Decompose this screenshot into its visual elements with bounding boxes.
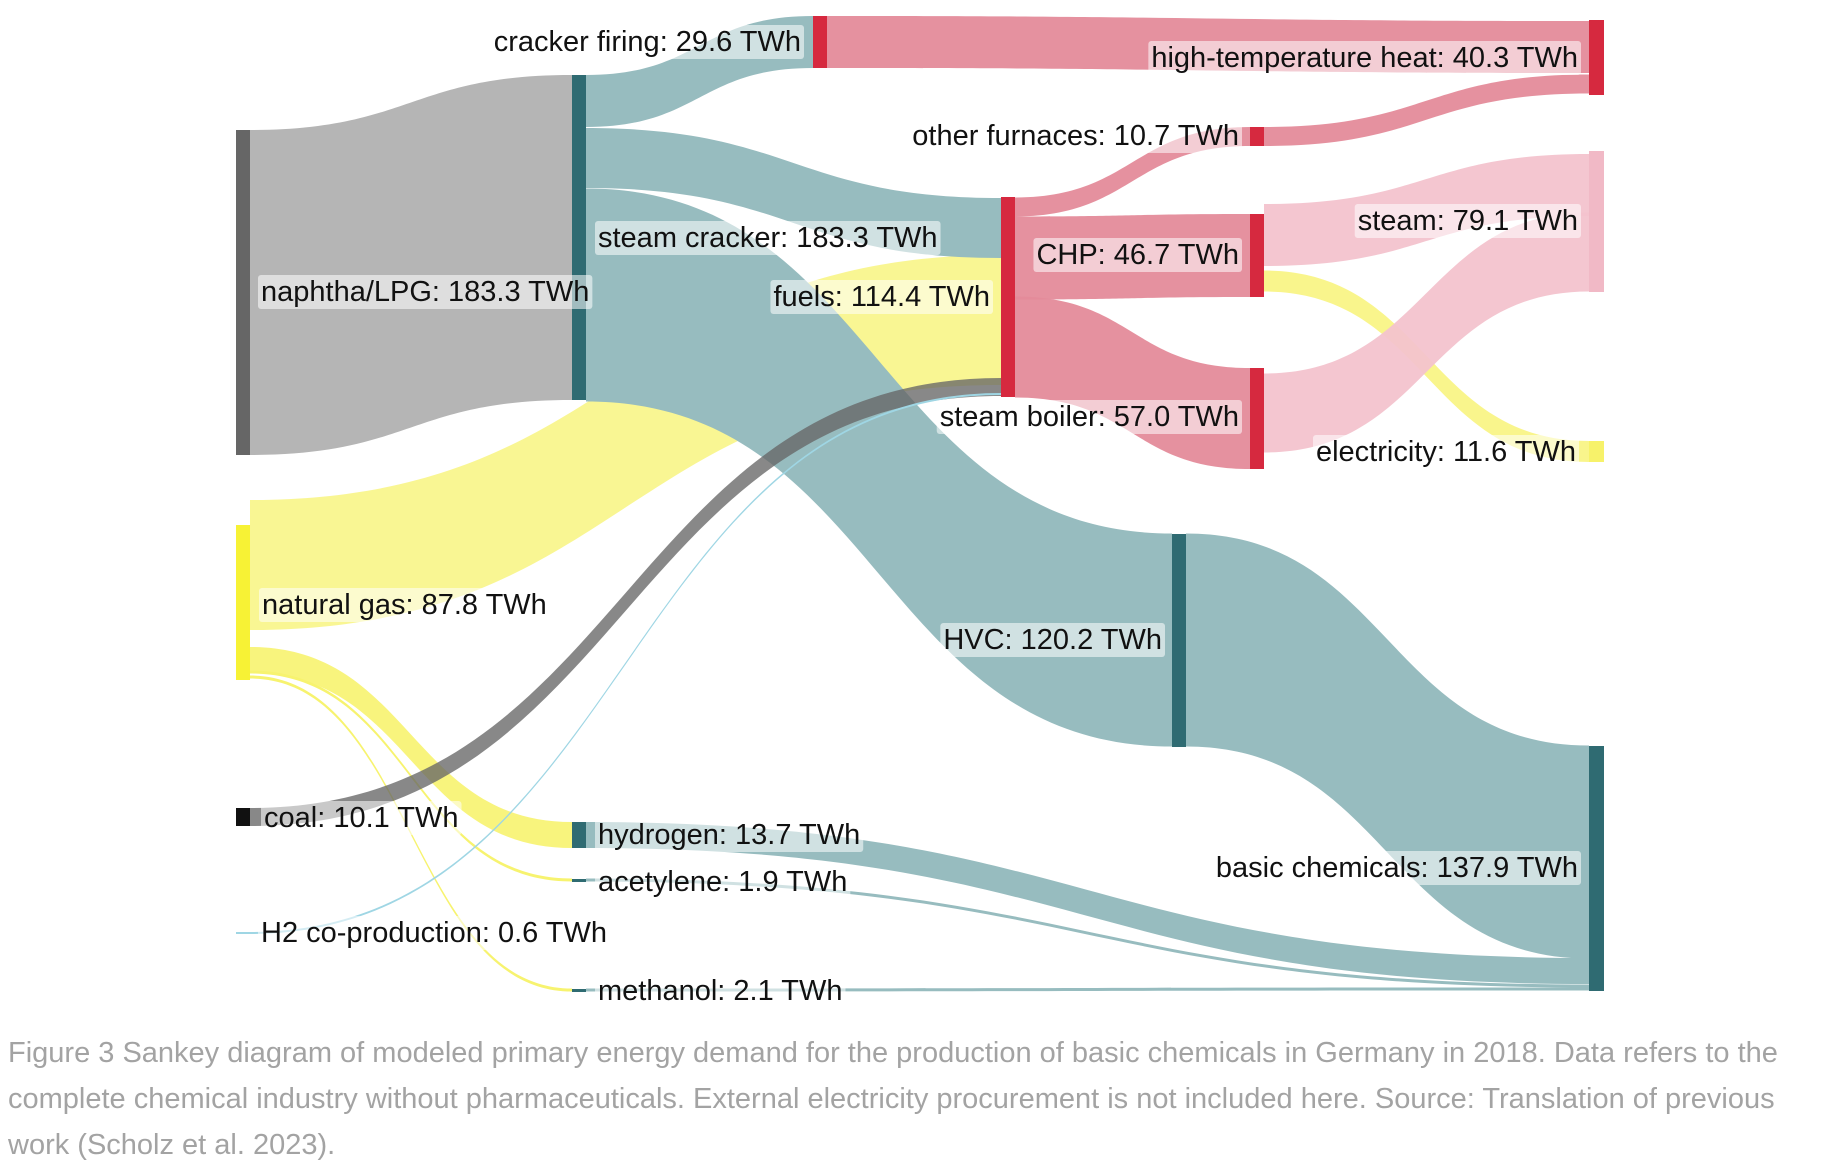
node-label-high-temp-heat: high-temperature heat: 40.3 TWh xyxy=(1151,42,1578,74)
label-background xyxy=(490,25,804,59)
node-other-furnaces xyxy=(1250,127,1264,146)
node-steam-boiler xyxy=(1250,368,1264,469)
label-background xyxy=(258,275,593,309)
node-natural-gas xyxy=(236,525,250,680)
node-hvc xyxy=(1172,534,1186,747)
node-label-other-furnaces: other furnaces: 10.7 TWh xyxy=(912,120,1239,152)
node-label-coal: coal: 10.1 TWh xyxy=(264,802,459,834)
label-background xyxy=(1212,851,1581,885)
label-steam-cracker: steam cracker: 183.3 TWh xyxy=(595,221,941,255)
node-label-basic-chemicals: basic chemicals: 137.9 TWh xyxy=(1216,852,1578,884)
label-hvc: HVC: 120.2 TWh xyxy=(940,623,1165,657)
label-background xyxy=(595,865,851,899)
label-background xyxy=(909,119,1242,153)
label-background xyxy=(1033,238,1242,272)
label-acetylene: acetylene: 1.9 TWh xyxy=(595,865,851,899)
node-cracker-firing xyxy=(813,16,827,68)
link-h2-coprod-to-fuels xyxy=(250,393,1001,934)
label-background xyxy=(259,588,550,622)
node-naphtha xyxy=(236,130,250,455)
node-label-steam: steam: 79.1 TWh xyxy=(1358,205,1578,237)
node-acetylene xyxy=(572,879,586,882)
sankey-nodes xyxy=(236,16,1604,992)
node-steam xyxy=(1589,151,1604,292)
label-steam-boiler: steam boiler: 57.0 TWh xyxy=(936,400,1242,434)
label-background xyxy=(595,818,864,852)
link-hvc-to-basic-chemicals xyxy=(1186,533,1589,959)
node-label-acetylene: acetylene: 1.9 TWh xyxy=(598,866,847,898)
label-methanol: methanol: 2.1 TWh xyxy=(595,974,846,1008)
label-background xyxy=(940,623,1165,657)
label-electricity: electricity: 11.6 TWh xyxy=(1312,435,1579,469)
link-coal-to-fuels xyxy=(250,378,1001,826)
figure-caption: Figure 3 Sankey diagram of modeled prima… xyxy=(8,1037,1778,1161)
label-naphtha: naphtha/LPG: 183.3 TWh xyxy=(258,275,593,309)
link-naphtha-to-steam-cracker xyxy=(250,75,572,455)
node-high-temp-heat xyxy=(1589,20,1604,95)
label-background xyxy=(595,974,846,1008)
label-chp: CHP: 46.7 TWh xyxy=(1033,238,1242,272)
node-label-steam-cracker: steam cracker: 183.3 TWh xyxy=(598,222,938,254)
node-label-chp: CHP: 46.7 TWh xyxy=(1036,239,1239,271)
link-steam-boiler-to-steam xyxy=(1264,212,1589,453)
label-background xyxy=(936,400,1242,434)
node-label-electricity: electricity: 11.6 TWh xyxy=(1316,436,1576,468)
link-natural-gas-to-hydrogen xyxy=(250,647,572,848)
node-basic-chemicals xyxy=(1589,746,1604,991)
node-fuels xyxy=(1001,197,1015,397)
label-fuels: fuels: 114.4 TWh xyxy=(770,280,993,314)
link-steam-cracker-to-hvc xyxy=(586,188,1172,747)
label-background xyxy=(261,801,462,835)
link-fuels-to-steam-boiler xyxy=(1015,296,1250,469)
label-natural-gas: natural gas: 87.8 TWh xyxy=(259,588,550,622)
label-background xyxy=(770,280,993,314)
node-methanol xyxy=(572,989,586,992)
label-coal: coal: 10.1 TWh xyxy=(261,801,462,835)
label-background xyxy=(1148,41,1581,75)
node-coal xyxy=(236,808,250,826)
label-h2-coprod: H2 co-production: 0.6 TWh xyxy=(258,916,611,950)
node-label-h2-coprod: H2 co-production: 0.6 TWh xyxy=(261,917,607,949)
node-label-natural-gas: natural gas: 87.8 TWh xyxy=(262,589,547,621)
label-background xyxy=(595,221,941,255)
label-background xyxy=(1312,435,1579,469)
sankey-labels: naphtha/LPG: 183.3 TWh natural gas: 87.8 … xyxy=(258,25,1581,1008)
link-hydrogen-to-basic-chemicals xyxy=(586,822,1589,984)
node-label-fuels: fuels: 114.4 TWh xyxy=(773,281,990,313)
link-other-furnaces-to-high-temp-heat xyxy=(1264,74,1589,146)
node-chp xyxy=(1250,214,1264,297)
node-label-cracker-firing: cracker firing: 29.6 TWh xyxy=(494,26,801,58)
node-electricity xyxy=(1589,441,1604,462)
label-background xyxy=(258,916,611,950)
node-label-steam-boiler: steam boiler: 57.0 TWh xyxy=(940,401,1239,433)
node-steam-cracker xyxy=(572,75,586,400)
sankey-links xyxy=(250,16,1589,992)
sankey-diagram: naphtha/LPG: 183.3 TWh natural gas: 87.8 … xyxy=(236,16,1604,1008)
label-high-temp-heat: high-temperature heat: 40.3 TWh xyxy=(1148,41,1581,75)
link-acetylene-to-basic-chemicals xyxy=(586,878,1589,988)
label-background xyxy=(1354,204,1581,238)
node-label-naphtha: naphtha/LPG: 183.3 TWh xyxy=(261,276,589,308)
node-label-methanol: methanol: 2.1 TWh xyxy=(598,975,842,1007)
node-h2-coprod xyxy=(236,932,250,934)
label-steam: steam: 79.1 TWh xyxy=(1354,204,1581,238)
label-cracker-firing: cracker firing: 29.6 TWh xyxy=(490,25,804,59)
node-hydrogen xyxy=(572,822,586,848)
label-basic-chemicals: basic chemicals: 137.9 TWh xyxy=(1212,851,1581,885)
node-label-hvc: HVC: 120.2 TWh xyxy=(943,624,1162,656)
node-label-hydrogen: hydrogen: 13.7 TWh xyxy=(598,819,860,851)
label-hydrogen: hydrogen: 13.7 TWh xyxy=(595,818,864,852)
label-other-furnaces: other furnaces: 10.7 TWh xyxy=(909,119,1242,153)
